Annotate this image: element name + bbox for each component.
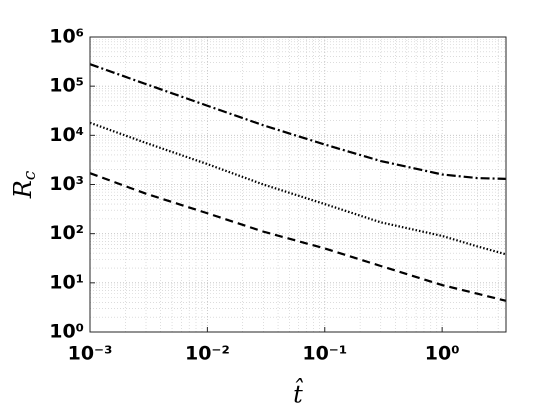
x-tick-label: 10⁻¹ bbox=[302, 343, 347, 365]
x-tick-label: 10⁻³ bbox=[68, 343, 113, 365]
y-tick-label: 10¹ bbox=[49, 271, 84, 293]
x-tick-label: 10⁻² bbox=[185, 343, 230, 365]
y-tick-label: 10⁰ bbox=[49, 321, 84, 343]
series-line bbox=[89, 63, 507, 180]
y-tick-label: 10⁵ bbox=[49, 75, 84, 97]
labels: 10⁻³ 10⁻² 10⁻¹ 10⁰ 10⁰ 10¹ 10² 10³ 10⁴ 10⁵ 10⁶ t̂ Rc bbox=[9, 26, 460, 409]
y-axis-label: Rc bbox=[9, 170, 40, 199]
y-tick-label: 10⁶ bbox=[49, 26, 84, 48]
y-tick-label: 10³ bbox=[49, 173, 84, 195]
lines bbox=[89, 63, 507, 302]
plot-frame bbox=[89, 36, 507, 333]
y-tick-label: 10⁴ bbox=[49, 124, 84, 146]
x-tick-label: 10⁰ bbox=[425, 343, 460, 365]
series-line bbox=[89, 172, 507, 302]
y-tick-label: 10² bbox=[49, 222, 84, 244]
x-axis-label: t̂ bbox=[293, 377, 304, 408]
series-line bbox=[89, 121, 507, 256]
